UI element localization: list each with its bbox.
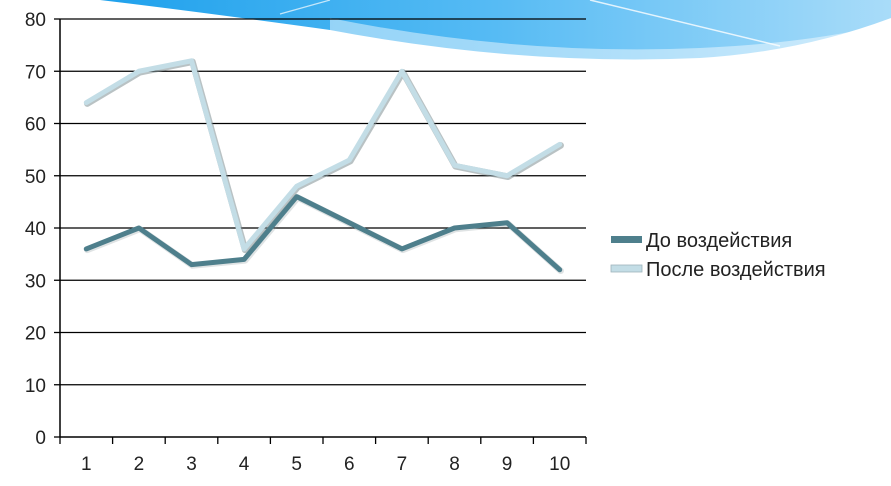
series-2-line bbox=[86, 61, 559, 249]
y-tick-label: 40 bbox=[25, 219, 46, 240]
legend-swatch-1 bbox=[611, 236, 642, 243]
x-tick-label: 6 bbox=[344, 454, 355, 475]
y-tick-label: 50 bbox=[25, 167, 46, 188]
y-tick-label: 10 bbox=[25, 376, 46, 397]
x-tick-label: 3 bbox=[186, 454, 197, 475]
legend: До воздействия После воздействия bbox=[611, 230, 826, 281]
x-tick-label: 5 bbox=[291, 454, 302, 475]
series-lines bbox=[86, 61, 560, 271]
series-1-line bbox=[86, 197, 559, 270]
y-tick-label: 20 bbox=[25, 324, 46, 345]
y-tick-label: 30 bbox=[25, 271, 46, 292]
y-tick-label: 0 bbox=[35, 428, 46, 449]
series-2-shadow bbox=[87, 62, 560, 250]
y-tick-label: 70 bbox=[25, 62, 46, 83]
x-tick-label: 4 bbox=[239, 454, 250, 475]
legend-label-2: После воздействия bbox=[646, 259, 826, 281]
x-tick-label: 1 bbox=[81, 454, 92, 475]
x-tick-label: 9 bbox=[502, 454, 513, 475]
decorative-banner bbox=[100, 0, 891, 63]
y-tick-label: 60 bbox=[25, 115, 46, 136]
x-tick-label: 10 bbox=[549, 454, 570, 475]
legend-swatch-2 bbox=[611, 265, 642, 272]
x-tick-label: 2 bbox=[134, 454, 145, 475]
x-tick-label: 8 bbox=[449, 454, 460, 475]
legend-label-1: До воздействия bbox=[646, 230, 792, 252]
y-tick-label: 80 bbox=[25, 10, 46, 31]
x-tick-label: 7 bbox=[397, 454, 408, 475]
